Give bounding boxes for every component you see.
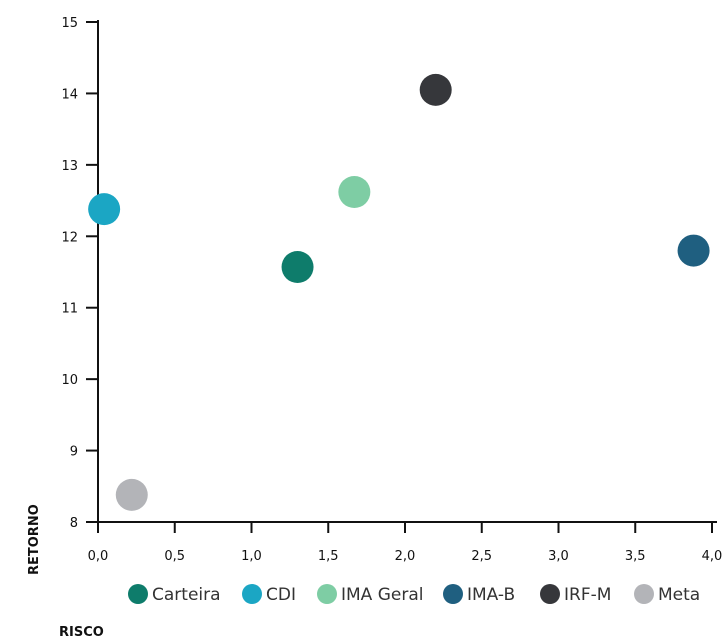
x-tick-label: 1,0: [241, 549, 262, 564]
y-tick-label: 15: [61, 16, 78, 31]
legend-marker-cdi: [242, 584, 262, 604]
legend-marker-ima-geral: [317, 584, 337, 604]
point-meta: [115, 478, 148, 511]
y-tick-label: 11: [61, 302, 78, 317]
y-tick-label: 14: [61, 87, 78, 102]
legend-label-cdi: CDI: [266, 585, 296, 605]
legend-label-ima-b: IMA-B: [467, 585, 515, 605]
legend-label-carteira: Carteira: [152, 585, 221, 605]
point-ima-b: [677, 234, 710, 267]
x-tick-label: 2,0: [395, 549, 416, 564]
point-irf-m: [419, 73, 452, 106]
point-ima-geral: [338, 176, 371, 208]
x-tick-label: 4,0: [702, 549, 723, 564]
x-tick-label: 3,0: [548, 549, 569, 564]
legend-marker-ima-b: [443, 584, 463, 604]
x-tick-label: 0,0: [88, 549, 109, 564]
legend-marker-meta: [634, 584, 654, 604]
y-tick-label: 9: [70, 445, 78, 460]
x-tick-label: 2,5: [471, 549, 492, 564]
x-ticks: 0,0 0,5 1,0 1,5 2,0 2,5 3,0 3,5 4,0: [88, 522, 723, 564]
legend-marker-irf-m: [540, 584, 560, 604]
point-carteira: [281, 251, 314, 283]
y-tick-label: 13: [61, 159, 78, 174]
x-tick-label: 0,5: [164, 549, 185, 564]
x-tick-label: 3,5: [625, 549, 646, 564]
y-tick-label: 12: [61, 230, 78, 245]
y-tick-label: 10: [61, 373, 78, 388]
legend: Carteira CDI IMA Geral IMA-B IRF-M Meta: [128, 584, 700, 605]
legend-label-irf-m: IRF-M: [564, 585, 611, 605]
y-axis-title: RETORNO: [27, 504, 42, 575]
y-ticks: 8 9 10 11 12 13 14 15: [61, 16, 98, 531]
x-axis-title: RISCO: [59, 625, 104, 640]
y-tick-label: 8: [70, 516, 78, 531]
legend-label-meta: Meta: [658, 585, 700, 605]
data-points: [88, 73, 710, 511]
point-cdi: [88, 193, 121, 226]
x-tick-label: 1,5: [318, 549, 339, 564]
legend-marker-carteira: [128, 584, 148, 604]
legend-label-ima-geral: IMA Geral: [341, 585, 423, 605]
